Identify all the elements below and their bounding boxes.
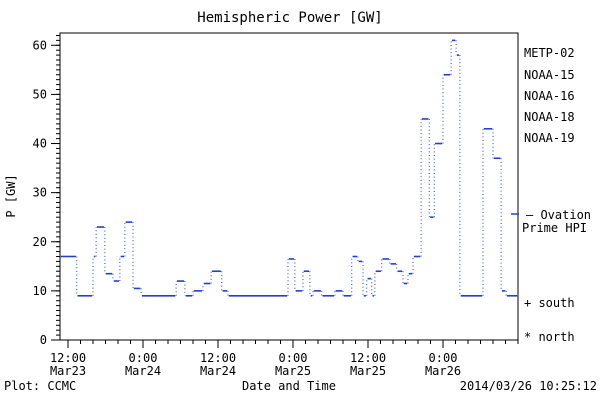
legend-item-metp02: METP-02 [524,46,575,60]
legend-item-noaa16: NOAA-16 [524,89,575,103]
legend-item-noaa15: NOAA-15 [524,68,575,82]
chart-title: Hemispheric Power [GW] [197,10,382,26]
legend-item-noaa18: NOAA-18 [524,110,575,124]
svg-text:Mar23: Mar23 [50,364,86,378]
svg-text:20: 20 [33,235,47,249]
legend-marker-north: * north [524,330,575,344]
svg-text:50: 50 [33,87,47,101]
footer-timestamp: 2014/03/26 10:25:12 [460,379,597,393]
plot-area: 010203040506012:00Mar230:00Mar2412:00Mar… [33,32,519,378]
svg-text:Mar24: Mar24 [200,364,236,378]
svg-text:Mar25: Mar25 [350,364,386,378]
svg-text:0: 0 [40,333,47,347]
svg-text:10: 10 [33,284,47,298]
svg-text:0:00: 0:00 [279,351,308,365]
svg-text:Mar25: Mar25 [275,364,311,378]
svg-text:0:00: 0:00 [429,351,458,365]
svg-text:60: 60 [33,38,47,52]
svg-text:12:00: 12:00 [200,351,236,365]
legend-ovation-line1: – Ovation [526,208,591,222]
legend-marker-south: + south [524,296,575,310]
footer-plot-source: Plot: CCMC [4,379,76,393]
svg-text:0:00: 0:00 [129,351,158,365]
legend-item-noaa19: NOAA-19 [524,131,575,145]
svg-text:Mar26: Mar26 [425,364,461,378]
svg-text:30: 30 [33,186,47,200]
svg-text:12:00: 12:00 [50,351,86,365]
svg-text:Mar24: Mar24 [125,364,161,378]
legend-ovation-line2: Prime HPI [522,221,587,235]
svg-text:40: 40 [33,137,47,151]
x-axis-title: Date and Time [242,379,336,393]
svg-text:12:00: 12:00 [350,351,386,365]
y-axis-title: P [GW] [4,174,18,217]
